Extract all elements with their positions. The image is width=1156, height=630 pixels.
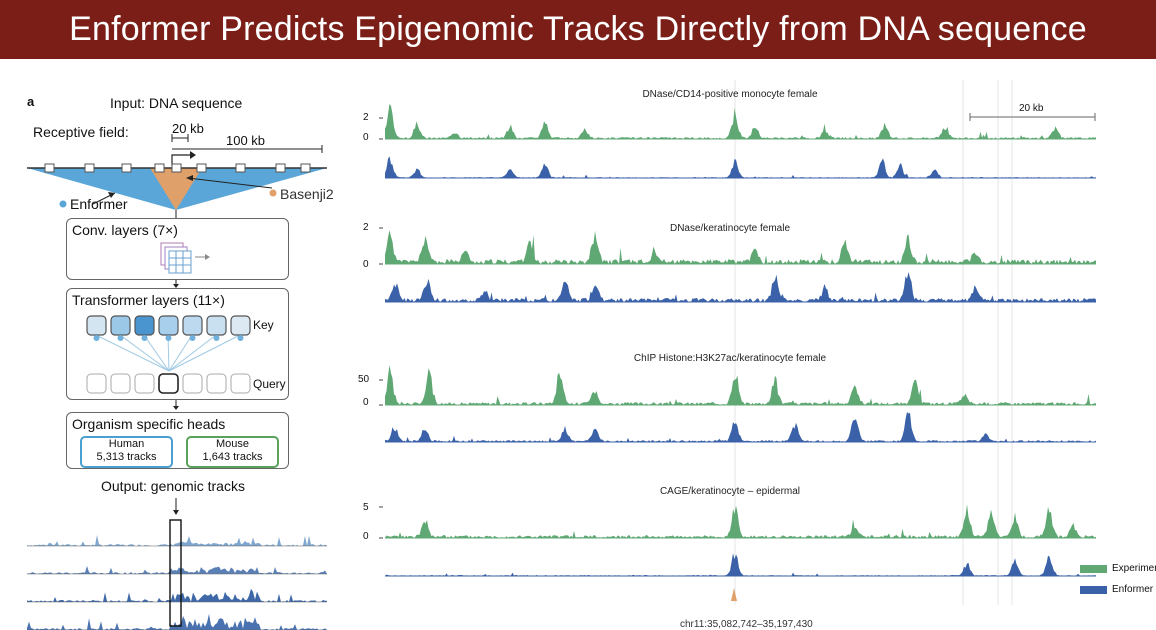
- attention-edge: [168, 334, 217, 372]
- organism-heads-label: Organism specific heads: [72, 416, 226, 432]
- output-label: Output: genomic tracks: [101, 478, 245, 494]
- key-node: [165, 335, 172, 341]
- mouse-head-name: Mouse: [215, 438, 250, 450]
- output-track-2: [27, 565, 327, 574]
- genomic-coordinate-label: chr11:35,082,742–35,197,430: [680, 619, 813, 630]
- attention-edge: [119, 334, 170, 372]
- track-3-pred-signal: [385, 412, 1096, 442]
- query-token: [134, 373, 155, 394]
- track-1-signal: [385, 104, 1096, 139]
- track-4-ytick-top: 5: [363, 502, 369, 513]
- key-node: [237, 335, 244, 341]
- legend-enformer: Enformer: [1080, 584, 1153, 595]
- track-2-ytick-zero: 0: [363, 259, 369, 270]
- enformer-label: Enformer: [70, 196, 128, 212]
- attention-graphic: [86, 315, 251, 394]
- tss-marker: [731, 588, 737, 601]
- track-3-ytick-top: 50: [358, 374, 370, 385]
- key-node: [93, 335, 100, 341]
- architecture-diagram: a Input: DNA sequence Receptive field: 2…: [0, 60, 350, 630]
- attention-edge: [168, 334, 241, 372]
- human-head-box: Human 5,313 tracks: [80, 436, 173, 468]
- conv-layers-box: Conv. layers (7×): [66, 218, 289, 280]
- track-3-ytick-zero: 0: [363, 397, 369, 408]
- query-token: [206, 373, 227, 394]
- query-label: Query: [253, 377, 286, 391]
- basenji-label: Basenji2: [280, 186, 334, 202]
- key-node: [189, 335, 196, 341]
- organism-heads-box: Organism specific heads Human 5,313 trac…: [66, 412, 289, 469]
- query-token: [230, 373, 251, 394]
- input-label: Input: DNA sequence: [110, 95, 243, 111]
- transformer-layers-label: Transformer layers (11×): [72, 292, 225, 308]
- scale-bar-label: 20 kb: [1019, 103, 1044, 114]
- track-2-signal: [385, 230, 1096, 264]
- legend-enformer-label: Enformer: [1112, 584, 1154, 595]
- query-token: [86, 373, 107, 394]
- receptive-field-label: Receptive field:: [33, 124, 129, 140]
- attention-edge: [167, 334, 170, 372]
- track-4-pred-signal: [385, 553, 1096, 576]
- output-track-1: [27, 535, 327, 546]
- track-4-ytick-zero: 0: [363, 531, 369, 542]
- track-1-title: DNase/CD14-positive monocyte female: [642, 89, 818, 100]
- track-4-title: CAGE/keratinocyte – epidermal: [659, 486, 801, 497]
- legend-experiment: Experiment: [1080, 563, 1156, 574]
- track-1-ytick-top: 2: [363, 112, 369, 123]
- track-3-signal: [385, 365, 1096, 405]
- scale-100kb-label: 100 kb: [226, 133, 266, 148]
- attention-edge: [143, 334, 170, 372]
- scale-20kb-label: 20 kb: [172, 121, 204, 136]
- basenji-dot: [269, 189, 277, 197]
- enformer-dot: [59, 200, 67, 208]
- mouse-head-box: Mouse 1,643 tracks: [186, 436, 279, 468]
- key-node: [213, 335, 220, 341]
- slide-title: Enformer Predicts Epigenomic Tracks Dire…: [0, 0, 1156, 59]
- key-node: [141, 335, 148, 341]
- conv-layers-label: Conv. layers (7×): [72, 222, 178, 238]
- query-token: [110, 373, 131, 394]
- track-4-signal: [385, 504, 1096, 538]
- transformer-layers-box: Transformer layers (11×) Key Query: [66, 288, 289, 400]
- track-2-ytick-top: 2: [363, 222, 369, 233]
- legend-experiment-label: Experiment: [1112, 563, 1156, 574]
- output-track-4: [27, 613, 327, 630]
- human-head-name: Human: [108, 438, 145, 450]
- key-label: Key: [253, 318, 274, 332]
- mouse-head-tracks: 1,643 tracks: [202, 451, 263, 463]
- query-token: [182, 373, 203, 394]
- panel-label: a: [27, 94, 35, 109]
- receptive-field-graphic: [27, 134, 327, 410]
- output-tracks-graphic: [27, 498, 327, 630]
- conv-filter-icon: [160, 242, 210, 274]
- query-token: [158, 373, 179, 394]
- track-2-title: DNase/keratinocyte female: [669, 223, 791, 234]
- legend-experiment-swatch: [1080, 564, 1107, 573]
- highlight-window: [169, 519, 182, 627]
- track-1-pred-signal: [385, 156, 1096, 178]
- dna-markers: [44, 163, 311, 173]
- genome-tracks-panel: DNase/CD14-positive monocyte female DNas…: [355, 60, 1156, 630]
- track-1-ytick-zero: 0: [363, 132, 369, 143]
- track-3-title: ChIP Histone:H3K27ac/keratinocyte female: [633, 353, 827, 364]
- tracks-svg: [379, 80, 1096, 605]
- legend-enformer-swatch: [1080, 585, 1107, 594]
- attention-edge: [168, 334, 193, 372]
- human-head-tracks: 5,313 tracks: [96, 451, 157, 463]
- key-node: [117, 335, 124, 341]
- track-2-pred-signal: [385, 272, 1096, 302]
- attention-edge: [95, 334, 170, 372]
- output-track-3: [27, 588, 327, 602]
